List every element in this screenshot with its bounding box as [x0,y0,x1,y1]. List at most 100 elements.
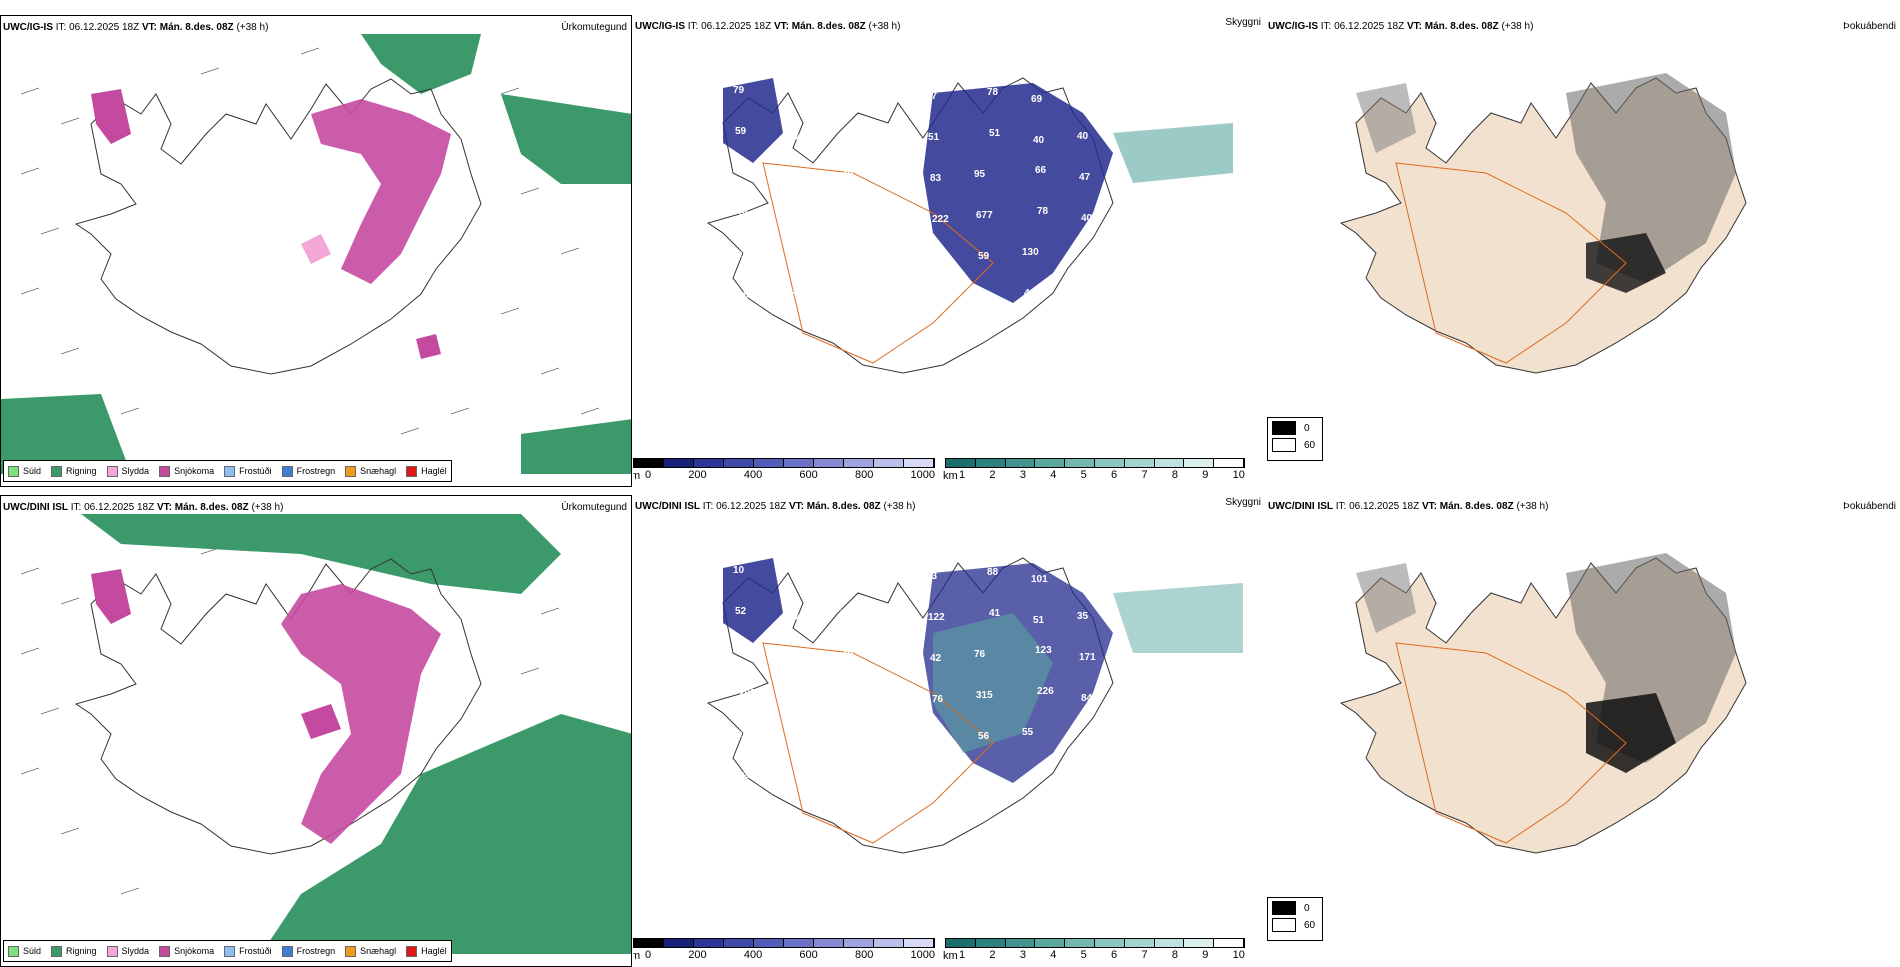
panel-header: UWC/IG-IS IT: 06.12.2025 18Z VT: Mán. 8.… [635,21,901,32]
visibility-value: 146 [741,729,758,740]
visibility-value: 84 [1081,693,1093,704]
visibility-value: 50 [781,174,793,185]
legend-item: Rigning [51,945,97,957]
precip-legend: Súld Rigning Slydda Snjókoma Frostúði Fr… [3,940,452,962]
visibility-value: 97 [888,207,900,218]
visibility-value: 68 [783,695,795,706]
visibility-value: 83 [930,173,942,184]
legend-item: Snæhagl [345,465,396,477]
precip-panel-1: UWC/IG-IS IT: 06.12.2025 18Z VT: Mán. 8.… [0,15,632,487]
visibility-value: 49 [840,129,852,140]
visibility-value: 41 [1024,288,1036,299]
legend-item: Frostregn [281,945,335,957]
visibility-value: 54 [884,125,896,136]
visibility-value: 10 [733,565,745,576]
legend-item: Snæhagl [345,945,396,957]
visibility-value: 95 [974,169,986,180]
visibility-value: 70 [1075,90,1087,101]
visibility-value: 44 [796,613,808,624]
visibility-value: 130 [1022,247,1039,258]
visibility-map: 79 82 64 95 67 78 69 70 59 44 49 54 51 51 40 40 56 50 48 41… [707,77,1233,374]
visibility-value: 85 [844,691,856,702]
visibility-value: 64 [882,575,894,586]
visibility-value: 79 [733,85,745,96]
visibility-value: 222 [932,214,949,225]
visibility-value: 94 [980,292,992,303]
visibility-value: 71 [844,211,856,222]
visibility-value: 59 [735,126,747,137]
visibility-value: 69 [1031,94,1043,105]
scale-km: 1 2 3 4 5 6 7 8 9 10 km [943,458,1245,482]
legend-item: Rigning [51,465,97,477]
visibility-value: 40 [1033,135,1045,146]
visibility-value: 53 [1083,254,1095,265]
visibility-value: 51 [1033,615,1045,626]
fog-panel-1: UWC/IG-IS IT: 06.12.2025 18Z VT: Mán. 8.… [1266,15,1898,487]
visibility-value: 90 [934,255,946,266]
visibility-panel-1: UWC/IG-IS IT: 06.12.2025 18Z VT: Mán. 8.… [633,15,1265,487]
visibility-value: 64 [743,290,755,301]
visibility-value: 315 [976,690,993,701]
panel-title: Þokuábendi [1843,501,1896,512]
visibility-value: 78 [1037,206,1049,217]
visibility-value: 66 [1035,165,1047,176]
visibility-value: 11 [936,285,947,296]
visibility-value: 76 [974,649,986,660]
legend-item: Haglél [406,945,447,957]
visibility-value: 53 [926,571,938,582]
precip-panel-2: UWC/DINI ISL IT: 06.12.2025 18Z VT: Mán.… [0,495,632,967]
panel-title: Úrkomutegund [561,502,627,513]
fog-map [1340,73,1747,374]
visibility-value: 55 [829,252,841,263]
visibility-value: 89 [888,687,900,698]
visibility-value: 47 [1079,172,1091,183]
visibility-value: 40 [1077,131,1089,142]
fog-legend: 0 60 [1267,417,1323,461]
wind-barbs [20,47,600,435]
visibility-value: 67 [926,91,938,102]
visibility-value: 44 [796,133,808,144]
visibility-value: 52 [840,609,852,620]
legend-item: Haglél [406,465,447,477]
visibility-value: 35 [1077,611,1089,622]
visibility-value: 226 [1037,686,1054,697]
panel-title: Skyggni [1225,17,1261,28]
visibility-value: 60 [783,215,795,226]
precip-map [1,514,631,954]
visibility-value: 41 [886,166,898,177]
panel-title: Þokuábendi [1843,21,1896,32]
visibility-value: 49 [842,650,854,661]
visibility-value: 63 [1075,570,1087,581]
visibility-value: 56 [737,167,749,178]
panel-header: UWC/DINI ISL IT: 06.12.2025 18Z VT: Mán.… [635,501,916,512]
visibility-value: 76 [932,694,944,705]
visibility-value: 56 [978,731,990,742]
legend-item: Súld [8,465,41,477]
visibility-value: 41 [989,608,1001,619]
legend-item: Frostregn [281,465,335,477]
precip-map [1,34,631,474]
legend-item: Frostúði [224,465,272,477]
visibility-value: 34 [737,647,749,658]
visibility-value: 50 [934,735,946,746]
visibility-value: 400 [1081,213,1098,224]
visibility-value: 93 [787,286,799,297]
panel-header: UWC/IG-IS IT: 06.12.2025 18Z VT: Mán. 8.… [3,22,269,33]
visibility-value: 55 [1022,727,1034,738]
visibility-value: 101 [1031,574,1048,585]
visibility-value: 95 [882,95,894,106]
legend-item: Slydda [106,465,149,477]
visibility-value: 64 [781,654,793,665]
visibility-value: 88 [987,567,999,578]
visibility-labels: 10 12 57 64 53 88 101 63 52 44 52 52 122 41 51 35 34 64 49… [733,565,1096,781]
fog-panel-2: UWC/DINI ISL IT: 06.12.2025 18Z VT: Mán.… [1266,495,1898,967]
legend-item: Súld [8,945,41,957]
visibility-value: 12 [794,572,806,583]
panel-title: Skyggni [1225,497,1261,508]
visibility-value: 52 [884,605,896,616]
visibility-value: 57 [838,568,850,579]
visibility-value: 95 [785,245,797,256]
visibility-value: 42 [930,653,942,664]
visibility-value: 64 [838,88,850,99]
visibility-map: 10 12 57 64 53 88 101 63 52 44 52 52 122 41 51 35 34 64 49… [707,557,1243,854]
